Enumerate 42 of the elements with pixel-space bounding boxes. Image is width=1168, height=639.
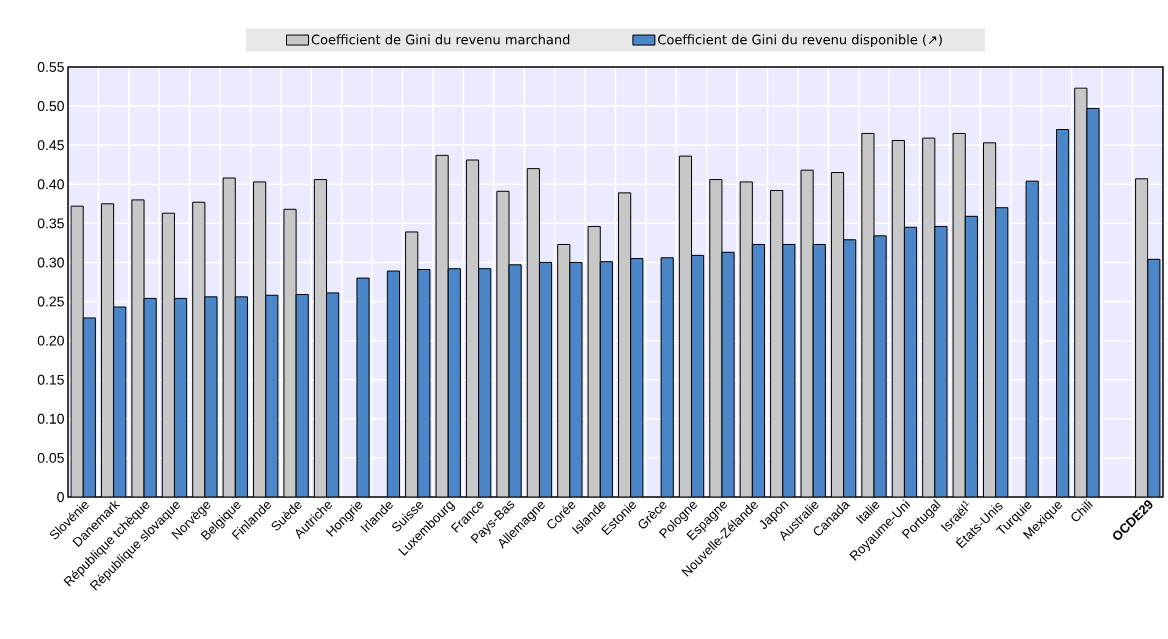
y-tick-label: 0.05 (37, 452, 64, 463)
bar (812, 243, 826, 497)
legend-label: Coefficient de Gini du revenu disponible (↗) (658, 34, 942, 47)
y-tick-label: 0.25 (37, 296, 64, 307)
bar (173, 297, 188, 497)
y-tick-label: 0.30 (37, 257, 64, 268)
y-tick-label: 0.35 (37, 218, 64, 229)
y-tick-label: 0.10 (37, 413, 64, 424)
bar (751, 243, 766, 497)
bar (903, 226, 918, 497)
bar (508, 264, 522, 497)
bar (964, 215, 978, 497)
bar (873, 235, 887, 497)
bar (691, 254, 705, 497)
bar (386, 270, 401, 497)
bar (995, 207, 1009, 497)
bar (265, 294, 279, 497)
bar (295, 294, 309, 497)
bar (1025, 180, 1039, 497)
y-tick-label: 0.55 (37, 62, 64, 72)
y-tick-label: 0.50 (37, 101, 64, 112)
y-tick-label: 0.15 (37, 374, 64, 385)
bar (538, 261, 553, 497)
bar (417, 268, 431, 497)
bar (234, 296, 248, 497)
y-tick-label: 0 (57, 492, 64, 502)
bar (934, 225, 948, 497)
bar (599, 261, 613, 497)
legend-label: Coefficient de Gini du revenu marchand (311, 34, 570, 45)
bar (843, 239, 857, 497)
bar (1147, 258, 1161, 497)
bar (143, 297, 157, 497)
bar (447, 268, 461, 497)
y-tick-label: 0.45 (37, 140, 64, 151)
y-tick-label: 0.40 (37, 179, 64, 190)
bar (478, 268, 492, 497)
bar (630, 258, 644, 497)
y-tick-label: 0.20 (37, 335, 64, 346)
bar (1056, 129, 1070, 497)
bar (782, 243, 796, 497)
x-tick-label: Chili (1071, 499, 1093, 522)
bar (660, 257, 674, 497)
